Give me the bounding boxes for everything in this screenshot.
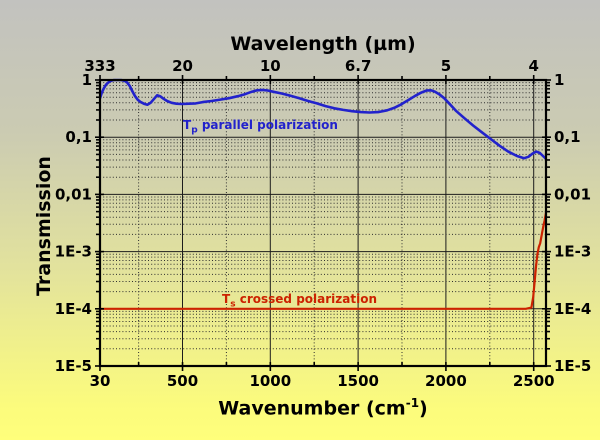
x-tick-label: 1000 (249, 372, 291, 390)
crossed-symbol: T (222, 292, 231, 306)
y-tick-label-left: 1E-4 (55, 300, 92, 318)
parallel-symbol: T (183, 118, 192, 132)
y-tick-label-left: 1E-5 (55, 357, 92, 375)
top-tick-label: 10 (260, 57, 281, 75)
x-tick-label: 500 (167, 372, 198, 390)
y-tick-label-right: 1E-5 (554, 357, 591, 375)
y-tick-label-right: 0,01 (554, 185, 591, 203)
parallel-polarization-label: Tp parallel polarization (183, 118, 338, 135)
left-axis-title: Transmission (33, 156, 55, 296)
crossed-symbol-sub: s (230, 299, 236, 310)
bottom-axis-title-end: ) (419, 397, 428, 420)
y-tick-label-left: 1 (82, 71, 92, 89)
plot-frame (98, 78, 548, 368)
crossed-text: crossed polarization (235, 292, 377, 306)
axis-ticks (95, 75, 551, 371)
bottom-axis-title: Wavenumber (cm-1) (218, 396, 427, 419)
x-tick-label: 2500 (513, 372, 555, 390)
bottom-axis-title-sup: -1 (405, 396, 420, 410)
y-tick-label-right: 1E-3 (554, 243, 591, 261)
x-tick-label: 30 (90, 372, 111, 390)
top-axis-title: Wavelength (µm) (230, 33, 415, 55)
y-tick-label-right: 0,1 (554, 128, 581, 146)
top-tick-label: 333 (84, 57, 115, 75)
y-tick-label-left: 0,1 (65, 128, 92, 146)
y-tick-label-left: 1E-3 (55, 243, 92, 261)
x-tick-label: 2000 (425, 372, 467, 390)
y-tick-label-right: 1E-4 (554, 300, 591, 318)
left-axis-title-text: Transmission (33, 156, 55, 296)
parallel-text: parallel polarization (197, 118, 338, 132)
crossed-polarization-label: Ts crossed polarization (222, 292, 377, 309)
parallel-symbol-sub: p (191, 125, 198, 136)
top-tick-label: 4 (528, 57, 538, 75)
bottom-axis-title-text: Wavenumber (cm (218, 397, 406, 420)
top-tick-label: 6.7 (345, 57, 372, 75)
top-axis-title-text: Wavelength (µm) (230, 33, 416, 55)
series-parallel-curve (99, 78, 547, 161)
series-crossed-curve (99, 211, 547, 310)
x-tick-label: 1500 (337, 372, 379, 390)
y-tick-label-left: 0,01 (55, 185, 92, 203)
y-tick-label-right: 1 (554, 71, 564, 89)
top-tick-label: 5 (441, 57, 451, 75)
top-tick-label: 20 (172, 57, 193, 75)
